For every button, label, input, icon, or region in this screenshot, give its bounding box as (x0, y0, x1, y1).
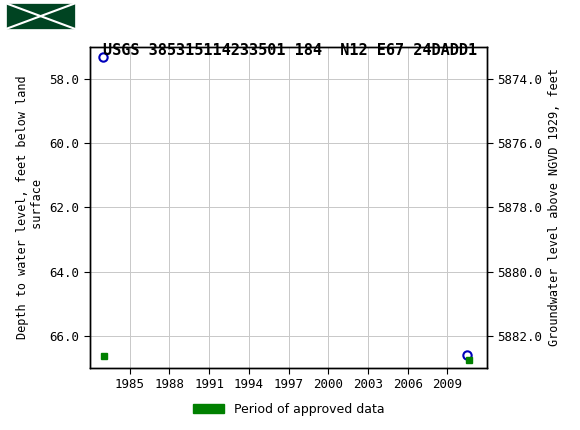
Text: USGS: USGS (81, 7, 132, 25)
Y-axis label: Groundwater level above NGVD 1929, feet: Groundwater level above NGVD 1929, feet (548, 68, 561, 347)
Bar (6, 3, 75, 29)
Y-axis label: Depth to water level, feet below land
 surface: Depth to water level, feet below land su… (16, 76, 44, 339)
Text: USGS 385315114233501 184  N12 E67 24DADD1: USGS 385315114233501 184 N12 E67 24DADD1 (103, 43, 477, 58)
Legend: Period of approved data: Period of approved data (187, 398, 390, 421)
